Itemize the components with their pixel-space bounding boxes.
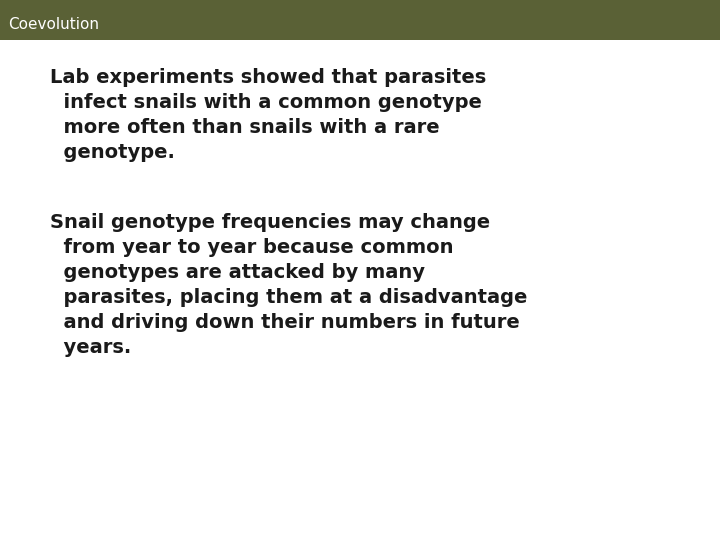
Text: Lab experiments showed that parasites
  infect snails with a common genotype
  m: Lab experiments showed that parasites in… bbox=[50, 68, 486, 162]
Text: Coevolution: Coevolution bbox=[8, 17, 99, 32]
Bar bbox=[0, 0, 720, 40]
Text: Snail genotype frequencies may change
  from year to year because common
  genot: Snail genotype frequencies may change fr… bbox=[50, 213, 527, 357]
